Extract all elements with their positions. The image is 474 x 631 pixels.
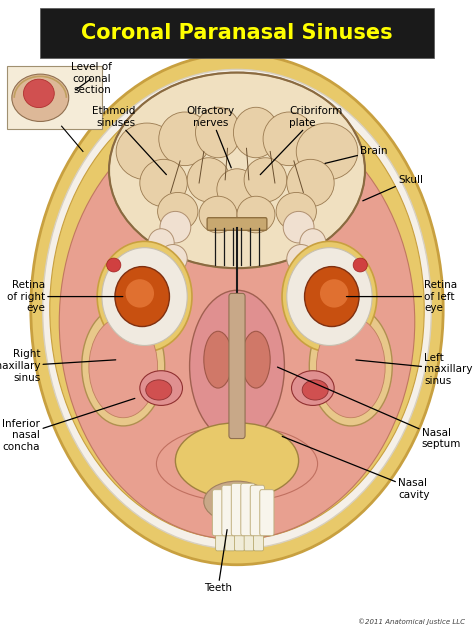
FancyBboxPatch shape: [225, 525, 235, 551]
Text: Olfactory
nerves: Olfactory nerves: [187, 106, 235, 168]
FancyBboxPatch shape: [254, 525, 264, 551]
Ellipse shape: [160, 211, 191, 243]
Ellipse shape: [263, 112, 315, 165]
Text: Retina
of left
eye: Retina of left eye: [346, 280, 457, 313]
Text: Right
maxillary
sinus: Right maxillary sinus: [0, 350, 116, 382]
FancyBboxPatch shape: [260, 490, 274, 536]
Ellipse shape: [242, 331, 270, 388]
Ellipse shape: [175, 423, 299, 498]
Text: Left
maxillary
sinus: Left maxillary sinus: [356, 353, 473, 386]
Ellipse shape: [102, 247, 187, 345]
Ellipse shape: [82, 306, 165, 426]
FancyBboxPatch shape: [40, 8, 434, 58]
Ellipse shape: [109, 73, 365, 268]
Ellipse shape: [115, 266, 169, 327]
Ellipse shape: [190, 290, 284, 442]
Ellipse shape: [287, 159, 334, 207]
Ellipse shape: [304, 266, 359, 327]
Ellipse shape: [157, 192, 198, 230]
Text: Coronal Paranasal Sinuses: Coronal Paranasal Sinuses: [81, 23, 393, 43]
Text: Brain: Brain: [325, 146, 388, 163]
Ellipse shape: [50, 79, 424, 540]
Ellipse shape: [292, 370, 334, 405]
Ellipse shape: [309, 306, 392, 426]
Ellipse shape: [156, 426, 318, 502]
Text: ©2011 Anatomical Justice LLC: ©2011 Anatomical Justice LLC: [357, 618, 465, 625]
FancyBboxPatch shape: [250, 485, 264, 536]
Ellipse shape: [140, 159, 187, 207]
Ellipse shape: [302, 380, 328, 400]
FancyBboxPatch shape: [235, 525, 245, 551]
Text: Retina
of right
eye: Retina of right eye: [7, 280, 123, 313]
Ellipse shape: [282, 241, 377, 352]
Ellipse shape: [233, 107, 279, 158]
Ellipse shape: [244, 158, 287, 202]
FancyBboxPatch shape: [216, 525, 226, 551]
Ellipse shape: [148, 229, 174, 257]
FancyBboxPatch shape: [7, 66, 102, 129]
Ellipse shape: [316, 317, 385, 418]
Ellipse shape: [287, 247, 372, 345]
Ellipse shape: [159, 112, 211, 165]
Ellipse shape: [300, 229, 326, 257]
Ellipse shape: [140, 370, 182, 405]
Ellipse shape: [146, 380, 172, 400]
FancyBboxPatch shape: [222, 485, 236, 536]
Ellipse shape: [217, 168, 257, 209]
Text: Nasal
septum: Nasal septum: [277, 367, 461, 449]
Text: Ethmoid
sinuses: Ethmoid sinuses: [91, 106, 166, 175]
Ellipse shape: [187, 158, 230, 202]
Text: Skull: Skull: [363, 175, 423, 201]
Ellipse shape: [353, 258, 367, 272]
FancyBboxPatch shape: [244, 525, 254, 551]
Ellipse shape: [107, 258, 121, 272]
Ellipse shape: [12, 74, 69, 122]
Ellipse shape: [287, 245, 315, 273]
Ellipse shape: [320, 279, 348, 307]
FancyBboxPatch shape: [231, 483, 246, 536]
Ellipse shape: [296, 123, 358, 180]
Ellipse shape: [126, 279, 154, 307]
Text: Teeth: Teeth: [204, 529, 232, 593]
Ellipse shape: [43, 69, 431, 549]
FancyBboxPatch shape: [207, 218, 267, 230]
Ellipse shape: [31, 54, 443, 565]
Ellipse shape: [196, 107, 240, 158]
Ellipse shape: [97, 241, 192, 352]
Ellipse shape: [199, 196, 237, 233]
Ellipse shape: [89, 317, 157, 418]
Text: Level of
coronal
section: Level of coronal section: [71, 62, 111, 95]
Ellipse shape: [276, 192, 316, 230]
Ellipse shape: [204, 331, 232, 388]
Ellipse shape: [116, 123, 178, 180]
Text: Cribriform
plate: Cribriform plate: [260, 106, 342, 175]
Text: Nasal
cavity: Nasal cavity: [282, 437, 429, 500]
FancyBboxPatch shape: [241, 483, 255, 536]
Ellipse shape: [237, 196, 275, 233]
Ellipse shape: [23, 80, 54, 107]
Ellipse shape: [59, 104, 415, 540]
FancyBboxPatch shape: [229, 293, 245, 439]
FancyBboxPatch shape: [212, 490, 227, 536]
Text: Inferior
nasal
concha: Inferior nasal concha: [2, 398, 135, 452]
Ellipse shape: [283, 211, 314, 243]
Ellipse shape: [159, 245, 187, 273]
Ellipse shape: [204, 481, 270, 522]
